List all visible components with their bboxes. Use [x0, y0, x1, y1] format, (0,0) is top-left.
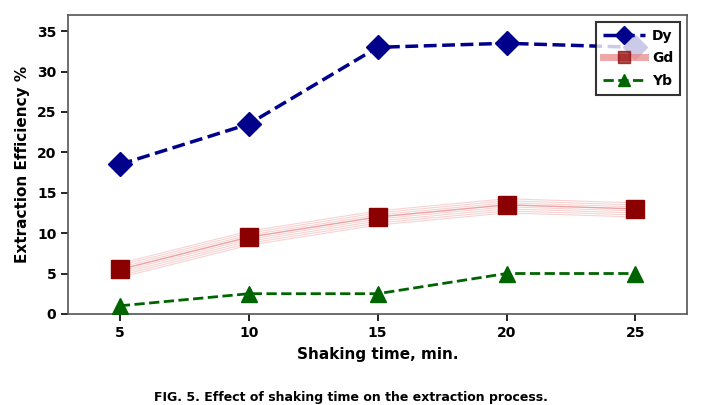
Yb: [503, 271, 511, 276]
Gd: [116, 267, 124, 272]
Gd: [244, 235, 253, 240]
Gd: [503, 202, 511, 207]
Line: Dy: Dy: [112, 35, 644, 173]
Y-axis label: Extraction Efficiency %: Extraction Efficiency %: [15, 66, 30, 263]
Dy: [116, 162, 124, 167]
Dy: [373, 45, 382, 50]
Yb: [373, 291, 382, 296]
Line: Gd: Gd: [111, 196, 644, 279]
Legend: Dy, Gd, Yb: Dy, Gd, Yb: [596, 22, 680, 94]
Yb: [116, 303, 124, 308]
Dy: [631, 45, 640, 50]
Gd: [631, 207, 640, 211]
Text: FIG. 5. Effect of shaking time on the extraction process.: FIG. 5. Effect of shaking time on the ex…: [154, 391, 548, 404]
Yb: [631, 271, 640, 276]
Gd: [373, 215, 382, 220]
Dy: [503, 41, 511, 46]
Yb: [244, 291, 253, 296]
Dy: [244, 122, 253, 126]
Line: Yb: Yb: [112, 266, 643, 313]
X-axis label: Shaking time, min.: Shaking time, min.: [297, 347, 458, 362]
